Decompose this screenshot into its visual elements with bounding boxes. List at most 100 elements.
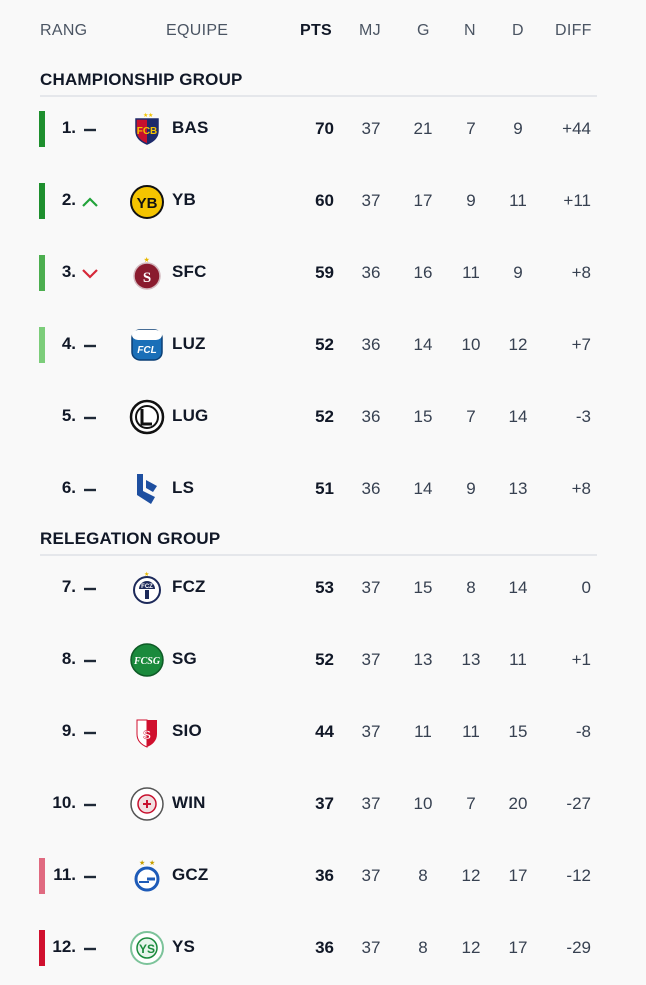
table-row[interactable]: 9. S SIO 44 37 11 11 15 -8 (0, 697, 646, 769)
goal-difference-value: -8 (575, 722, 591, 741)
losses-value: 20 (508, 794, 528, 813)
wins-value: 14 (413, 335, 433, 354)
header-matches-played[interactable]: MJ (359, 22, 381, 39)
team-name[interactable]: SFC (172, 262, 207, 281)
goal-difference-value: +44 (562, 119, 591, 138)
team-name[interactable]: LUG (172, 406, 209, 425)
team-name[interactable]: SG (172, 649, 197, 668)
rank-position: 6. (61, 478, 76, 497)
header-wins[interactable]: G (417, 22, 430, 39)
wins-value: 14 (413, 479, 433, 498)
table-row[interactable]: 3. S ★ SFC 59 36 16 11 9 +8 (0, 238, 646, 310)
goal-difference-value: +7 (571, 335, 591, 354)
team-name[interactable]: YB (172, 190, 197, 209)
points-value: 36 (315, 866, 334, 885)
servette-crest-icon[interactable]: S ★ (129, 255, 165, 291)
trend-up-icon (80, 193, 100, 211)
team-name[interactable]: WIN (172, 793, 206, 812)
matches-played-value: 37 (361, 650, 381, 669)
header-draws[interactable]: N (464, 22, 476, 39)
lugano-crest-icon[interactable] (129, 399, 165, 435)
zurich-crest-icon[interactable]: FCZ ★ (129, 570, 165, 606)
draws-value: 7 (466, 794, 476, 813)
winterthur-crest-icon[interactable] (129, 786, 165, 822)
table-row[interactable]: 4. FCL LUZ 52 36 14 10 12 +7 (0, 310, 646, 382)
points-value: 52 (315, 407, 334, 426)
team-name[interactable]: YS (172, 937, 196, 956)
points-value: 36 (315, 938, 334, 957)
goal-difference-value: +8 (571, 263, 591, 282)
rank-position: 4. (61, 334, 76, 353)
table-row[interactable]: 12. YS YS 36 37 8 12 17 -29 (0, 913, 646, 985)
matches-played-value: 37 (361, 722, 381, 741)
draws-value: 7 (466, 119, 476, 138)
luzern-crest-icon[interactable]: FCL (129, 327, 165, 363)
rank-position: 3. (61, 262, 76, 281)
header-goal-difference[interactable]: DIFF (555, 22, 592, 39)
points-value: 60 (315, 191, 334, 210)
matches-played-value: 36 (361, 479, 381, 498)
trend-unchanged-icon (80, 409, 100, 427)
team-name[interactable]: FCZ (172, 577, 206, 596)
losses-value: 15 (508, 722, 528, 741)
header-team[interactable]: EQUIPE (166, 22, 229, 39)
st-gallen-crest-icon[interactable]: FCSG (129, 642, 165, 678)
table-row[interactable]: 7. FCZ ★ FCZ 53 37 15 8 14 0 (0, 553, 646, 625)
header-losses[interactable]: D (512, 22, 524, 39)
draws-value: 9 (466, 191, 476, 210)
rank-position: 11. (53, 865, 76, 884)
qualification-bar (39, 327, 45, 363)
points-value: 51 (315, 479, 334, 498)
team-name[interactable]: LS (172, 478, 195, 497)
header-rank[interactable]: RANG (40, 22, 88, 39)
team-name[interactable]: SIO (172, 721, 202, 740)
table-row[interactable]: 5. LUG 52 36 15 7 14 -3 (0, 382, 646, 454)
goal-difference-value: +8 (571, 479, 591, 498)
rank-position: 1. (61, 118, 76, 137)
rank-position: 5. (61, 406, 76, 425)
losses-value: 9 (513, 119, 523, 138)
grasshoppers-crest-icon[interactable]: ★ ★ (129, 858, 165, 894)
team-name[interactable]: LUZ (172, 334, 206, 353)
team-name[interactable]: GCZ (172, 865, 209, 884)
lausanne-sport-crest-icon[interactable] (129, 471, 165, 507)
team-name[interactable]: BAS (172, 118, 209, 137)
trend-unchanged-icon (80, 724, 100, 742)
losses-value: 11 (509, 191, 527, 210)
points-value: 37 (315, 794, 334, 813)
young-sprinters-crest-icon[interactable]: YS (129, 930, 165, 966)
matches-played-value: 37 (361, 119, 381, 138)
rank-position: 9. (61, 721, 76, 740)
header-points[interactable]: PTS (300, 22, 333, 39)
basel-crest-icon[interactable]: FCB ★ ★ (129, 111, 165, 147)
table-row[interactable]: 8. FCSG SG 52 37 13 13 11 +1 (0, 625, 646, 697)
young-boys-crest-icon[interactable]: YB (129, 183, 165, 219)
table-row[interactable]: 1. FCB ★ ★ BAS 70 37 21 7 9 +44 (0, 94, 646, 166)
rank-position: 8. (61, 649, 76, 668)
wins-value: 10 (413, 794, 433, 813)
svg-text:YB: YB (137, 195, 158, 212)
table-row[interactable]: 11. ★ ★ GCZ 36 37 8 12 17 -12 (0, 841, 646, 913)
table-row[interactable]: 6. LS 51 36 14 9 13 +8 (0, 454, 646, 526)
matches-played-value: 37 (361, 938, 381, 957)
draws-value: 12 (461, 866, 481, 885)
svg-text:★: ★ (149, 859, 155, 867)
svg-text:FCL: FCL (137, 345, 156, 356)
trend-down-icon (80, 265, 100, 283)
table-row[interactable]: 2. YB YB 60 37 17 9 11 +11 (0, 166, 646, 238)
draws-value: 12 (461, 938, 481, 957)
rank-position: 12. (52, 937, 76, 956)
qualification-bar (39, 183, 45, 219)
losses-value: 14 (508, 578, 528, 597)
table-row[interactable]: 10. WIN 37 37 10 7 20 -27 (0, 769, 646, 841)
wins-value: 17 (413, 191, 433, 210)
wins-value: 13 (413, 650, 433, 669)
sion-crest-icon[interactable]: S (129, 714, 165, 750)
wins-value: 11 (414, 722, 432, 741)
qualification-bar (39, 930, 45, 966)
points-value: 52 (315, 335, 334, 354)
group-title-relegation: RELEGATION GROUP (40, 529, 597, 556)
trend-unchanged-icon (80, 796, 100, 814)
goal-difference-value: -29 (566, 938, 591, 957)
wins-value: 8 (418, 866, 428, 885)
